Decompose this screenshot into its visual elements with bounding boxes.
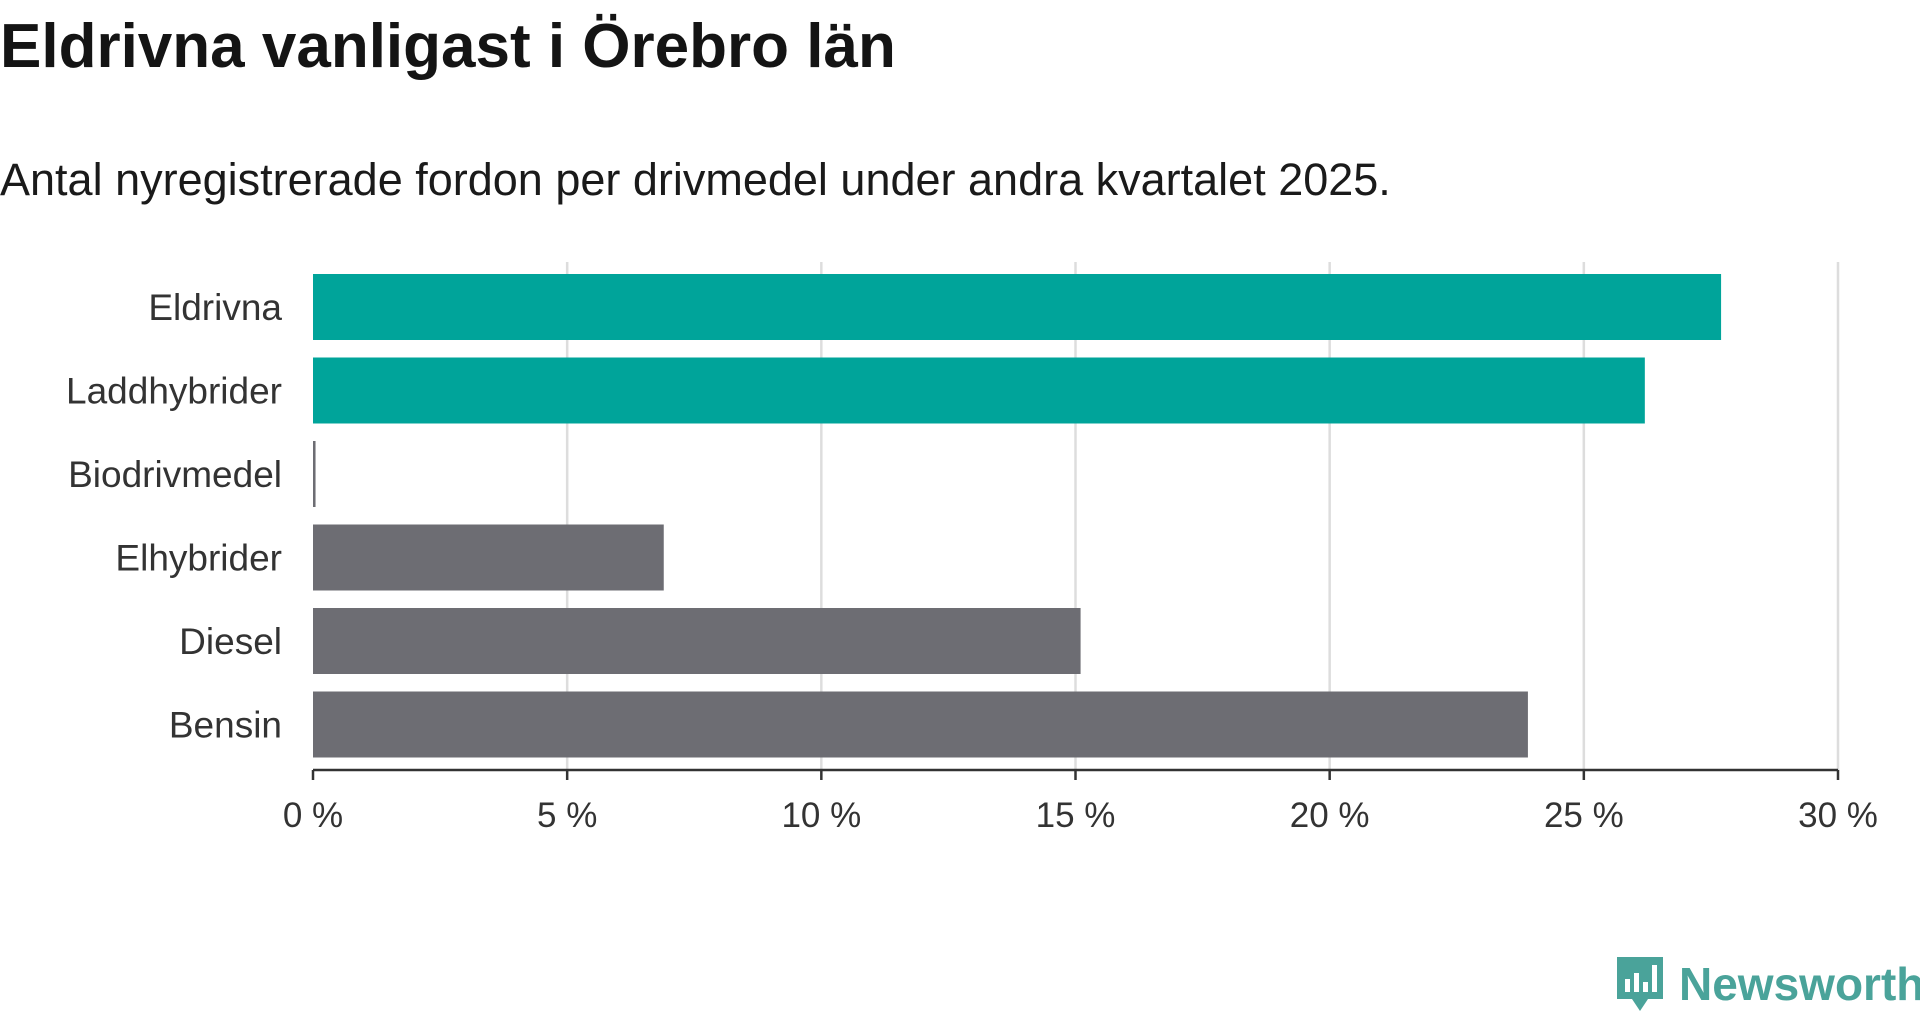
category-label: Elhybrider — [115, 538, 282, 579]
newsworthy-logo: Newsworthy — [1615, 955, 1920, 1013]
x-tick-label: 30 % — [1798, 796, 1878, 835]
bar-diesel — [313, 608, 1081, 674]
x-tick-label: 10 % — [781, 796, 861, 835]
category-label: Biodrivmedel — [68, 454, 282, 495]
bar-biodrivmedel — [313, 441, 316, 507]
newsworthy-logo-icon — [1617, 957, 1663, 1011]
x-tick-label: 0 % — [283, 796, 343, 835]
x-axis: 0 % 5 % 10 % 15 % 20 % 25 % 30 % — [283, 768, 1878, 835]
bar-elhybrider — [313, 524, 664, 591]
bars — [313, 274, 1722, 758]
bar-bensin — [313, 691, 1528, 758]
x-tick-label: 20 % — [1290, 796, 1370, 835]
x-tick-label: 15 % — [1036, 796, 1116, 835]
bar-eldrivna — [313, 274, 1722, 340]
category-label: Diesel — [179, 621, 282, 662]
category-label: Laddhybrider — [66, 371, 282, 412]
bar-chart: Eldrivna Laddhybrider Biodrivmedel Elhybrid… — [66, 262, 1878, 835]
x-tick-label: 25 % — [1544, 796, 1624, 835]
brand-name: Newsworthy — [1679, 958, 1920, 1010]
x-tick-label: 5 % — [537, 796, 597, 835]
category-labels: Eldrivna Laddhybrider Biodrivmedel Elhybrid… — [66, 287, 282, 746]
category-label: Bensin — [169, 705, 282, 746]
category-label: Eldrivna — [148, 287, 282, 328]
gridlines — [565, 262, 1840, 770]
chart-title: Eldrivna vanligast i Örebro län — [0, 12, 896, 81]
chart-subtitle: Antal nyregistrerade fordon per drivmede… — [0, 154, 1391, 205]
bar-laddhybrider — [313, 357, 1645, 424]
